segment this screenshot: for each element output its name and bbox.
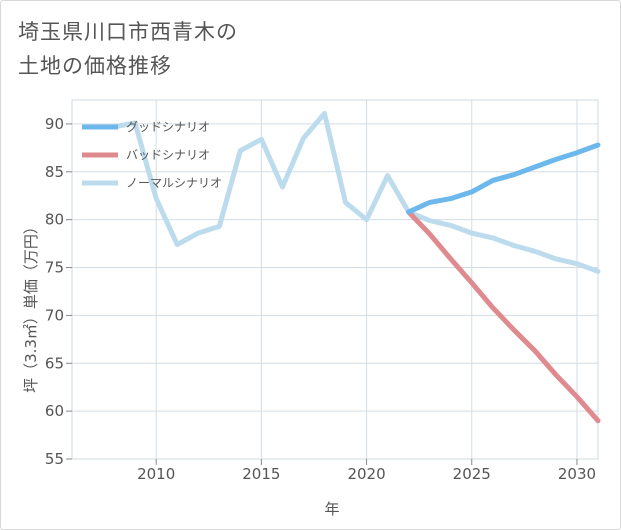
y-tick-label: 65 bbox=[45, 354, 64, 372]
y-tick-label: 55 bbox=[45, 450, 64, 468]
series-line-1 bbox=[406, 209, 601, 424]
y-tick-label: 80 bbox=[45, 211, 64, 229]
y-tick-label: 90 bbox=[45, 115, 64, 133]
legend-label-1: バッドシナリオ bbox=[126, 148, 210, 162]
legend-label-2: ノーマルシナリオ bbox=[126, 176, 222, 190]
series-lines bbox=[111, 110, 601, 424]
x-tick-label: 2010 bbox=[137, 465, 175, 483]
series-line-2 bbox=[111, 110, 601, 274]
y-axis-ticks: 55 60 65 70 75 80 85 90 bbox=[45, 115, 72, 468]
x-axis-ticks: 2010 2015 2020 2025 2030 bbox=[137, 459, 596, 483]
x-axis-label: 年 bbox=[324, 500, 339, 518]
y-tick-label: 70 bbox=[45, 306, 64, 324]
chart-title-line-1: 埼玉県川口市西青木の bbox=[18, 20, 238, 44]
x-tick-label: 2030 bbox=[558, 465, 596, 483]
x-tick-label: 2025 bbox=[453, 465, 491, 483]
y-tick-label: 85 bbox=[45, 163, 64, 181]
plot-area-border bbox=[71, 99, 599, 460]
x-tick-label: 2015 bbox=[242, 465, 280, 483]
y-tick-label: 60 bbox=[45, 402, 64, 420]
chart-title: 埼玉県川口市西青木の 土地の価格推移 bbox=[18, 15, 238, 83]
x-tick-label: 2020 bbox=[347, 465, 385, 483]
y-axis-label: 坪（3.3㎡）単価（万円） bbox=[22, 219, 40, 393]
y-tick-label: 75 bbox=[45, 259, 64, 277]
legend-label-0: グッドシナリオ bbox=[126, 120, 210, 134]
series-line-0 bbox=[406, 142, 601, 215]
chart-title-line-2: 土地の価格推移 bbox=[18, 54, 172, 78]
